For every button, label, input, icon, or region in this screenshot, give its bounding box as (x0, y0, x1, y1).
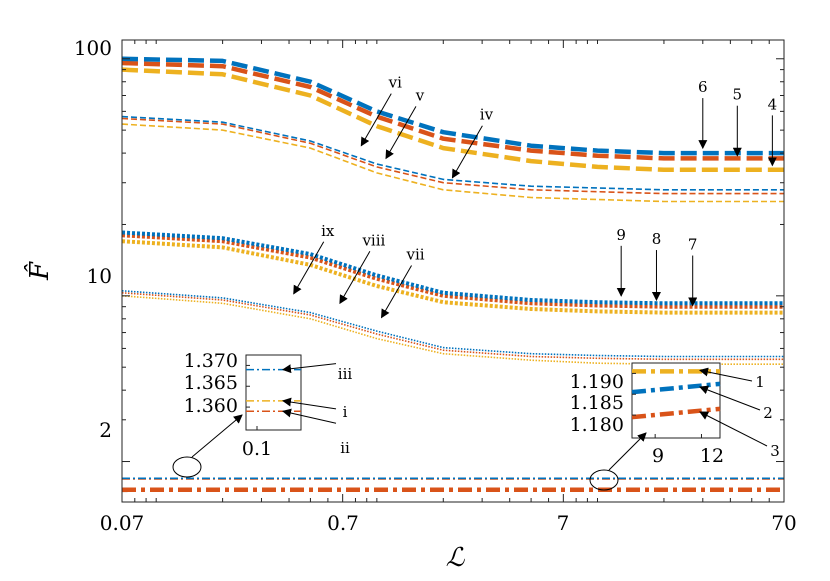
inset-right-xtick: 9 (652, 445, 664, 467)
y-tick-label: 2 (99, 418, 112, 442)
annotation-arrow (451, 125, 483, 179)
series-line-vi (121, 115, 784, 191)
series-line-7 (121, 239, 784, 315)
series-line-5 (121, 60, 784, 161)
annotation-label: iv (480, 106, 494, 124)
inset-left-arrow (282, 408, 337, 424)
inset-right-label: 1 (755, 373, 765, 391)
annotation-label: 4 (768, 95, 778, 113)
annotation-label: 6 (698, 78, 708, 96)
plot-frame (121, 39, 785, 503)
zoom-connector-left (191, 414, 243, 458)
inset-left: 1.370 1.365 1.360 0.1 iii i ii (184, 350, 353, 460)
inset-right: 1.190 1.185 1.180 9 12 1 2 3 (570, 362, 780, 467)
y-tick-label: 10 (87, 264, 112, 288)
annotation-label: 7 (688, 236, 698, 254)
inset-left-ytick: 1.365 (184, 372, 238, 394)
annotation-arrow (360, 93, 392, 147)
inset-right-label: 2 (763, 404, 773, 422)
inset-right-arrow (699, 367, 753, 382)
series-line-6 (121, 56, 784, 156)
x-tick-label: 0.07 (100, 511, 145, 535)
annotation-label: 8 (652, 230, 662, 248)
y-axis-label: F̂ (24, 261, 55, 281)
zoom-circle-right (589, 469, 619, 491)
inset-left-label: ii (340, 439, 350, 457)
series-line-v (121, 117, 784, 195)
annotation-arrow (293, 241, 325, 295)
inset-right-xtick: 12 (700, 445, 724, 467)
annotation-label: v (415, 86, 425, 104)
series-line-8 (121, 233, 784, 309)
series-line-ix (121, 290, 784, 358)
zoom-connector-right (608, 432, 647, 471)
inset-left-ytick: 1.370 (184, 350, 238, 372)
zoom-circle-left (172, 456, 202, 478)
series-line-4 (121, 67, 784, 173)
inset-right-ytick: 1.180 (570, 414, 624, 436)
annotation-label: vii (405, 246, 424, 264)
x-tick-label: 0.7 (327, 511, 359, 535)
inset-right-ytick: 1.190 (570, 371, 624, 393)
annotation-arrow (381, 265, 412, 319)
series-line-9 (121, 230, 784, 306)
annotation-label: vi (388, 74, 402, 92)
x-tick-label: 70 (771, 511, 796, 535)
annotation-label: 5 (733, 86, 743, 104)
inset-left-frame (245, 354, 302, 431)
series-line-iv (121, 123, 784, 203)
annotation-arrow (339, 251, 371, 305)
annotation-arrow (385, 106, 417, 160)
inset-right-arrow (699, 385, 761, 411)
annotation-label: 9 (616, 226, 626, 244)
inset-left-xtick: 0.1 (242, 438, 272, 460)
inset-right-frame (631, 362, 721, 439)
y-tick-label: 100 (74, 36, 112, 60)
x-tick-label: 7 (557, 511, 570, 535)
inset-right-label: 3 (770, 442, 780, 460)
inset-right-ytick: 1.185 (570, 392, 624, 414)
annotation-label: viii (361, 231, 385, 249)
inset-left-ytick: 1.360 (184, 395, 238, 417)
inset-left-arrow (282, 363, 337, 374)
inset-right-arrow (699, 411, 768, 447)
inset-left-label: i (343, 403, 348, 421)
x-axis-label: ℒ (446, 543, 466, 573)
series-line-viii (121, 292, 784, 361)
annotation-label: ix (321, 222, 335, 240)
inset-left-label: iii (338, 365, 353, 383)
inset-left-arrow (282, 397, 337, 410)
